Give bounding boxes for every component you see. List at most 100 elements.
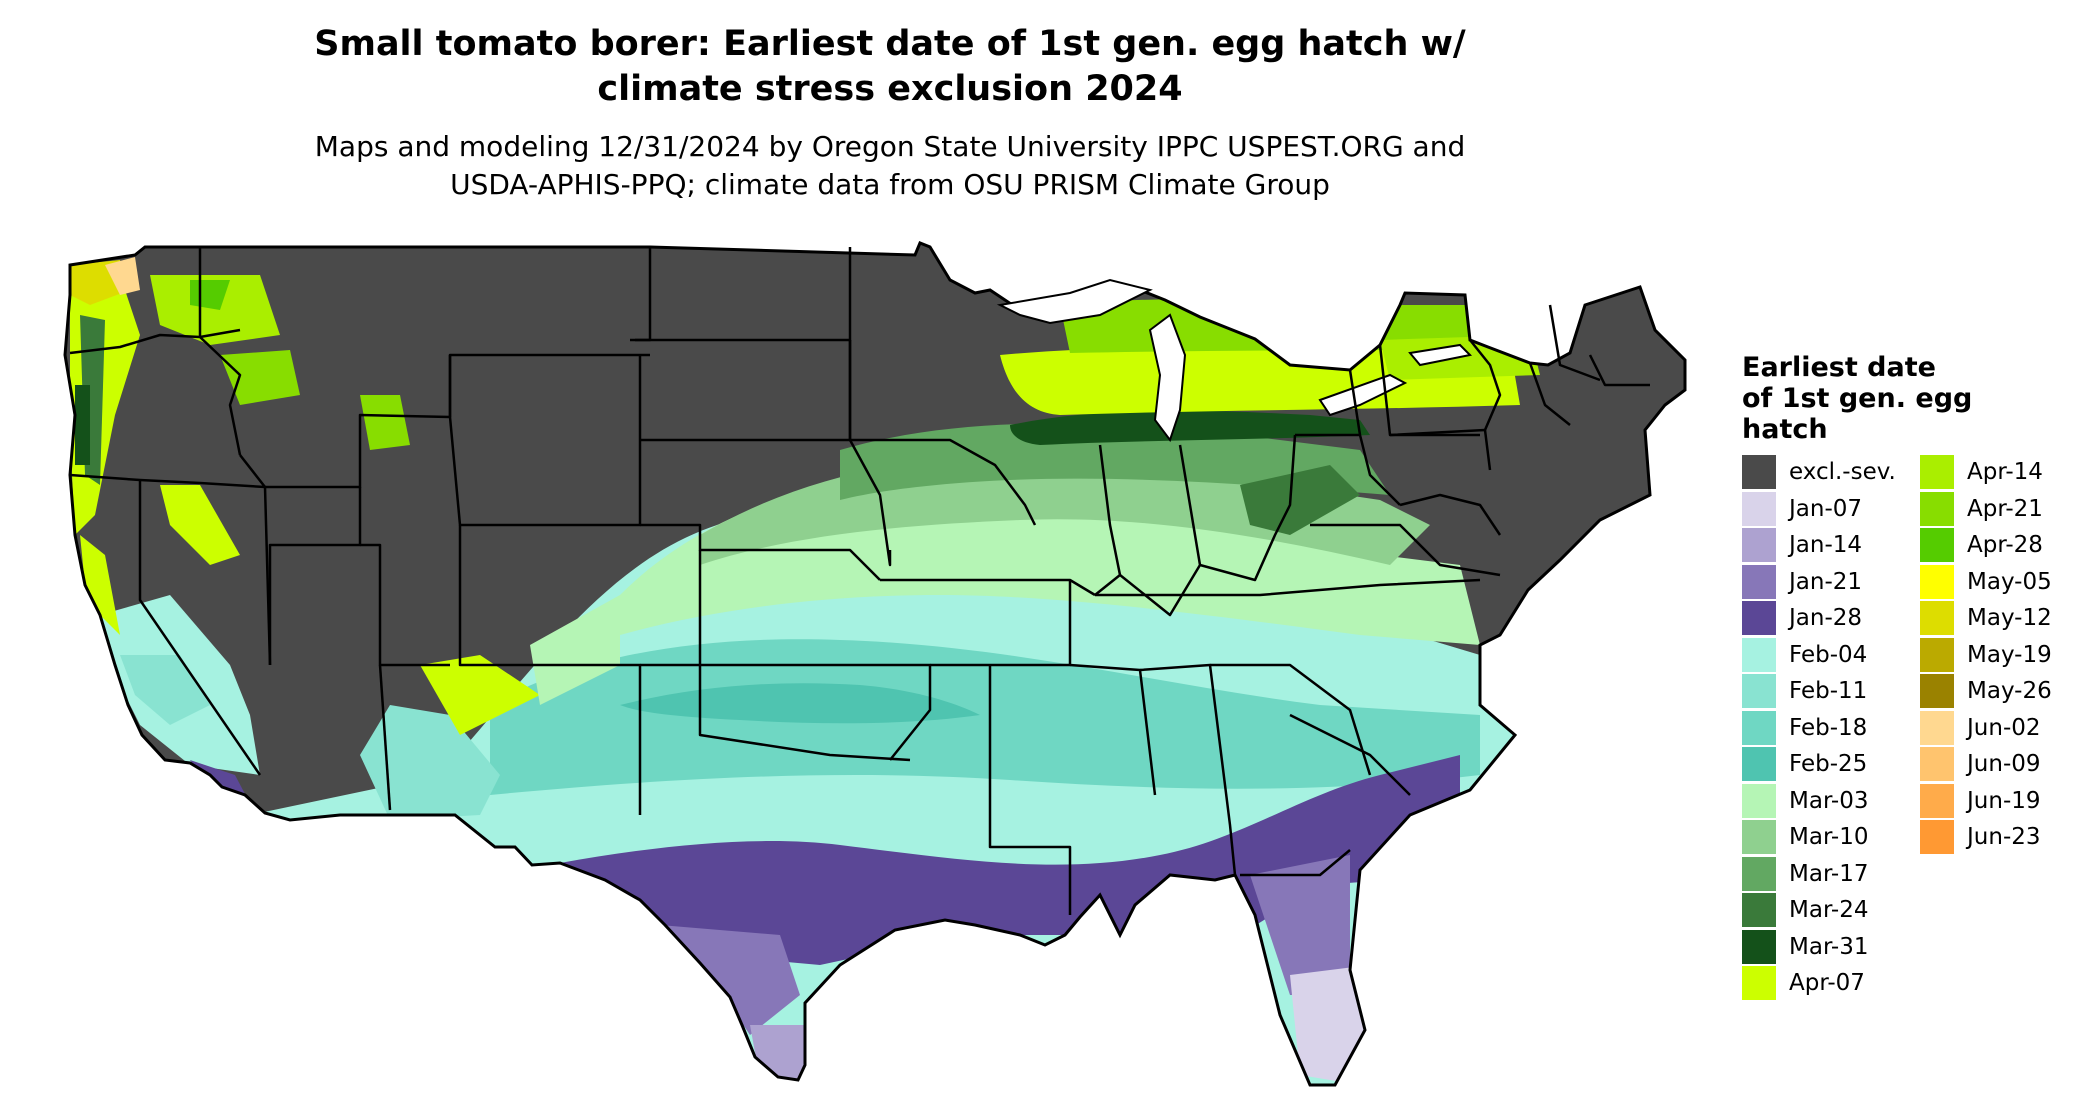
legend-swatch: [1742, 491, 1776, 526]
region-nv-apr-07: [160, 485, 240, 565]
legend-item: Jun-23: [1920, 819, 2052, 856]
legend-item: Feb-04: [1742, 637, 1896, 674]
legend-item: May-05: [1920, 564, 2052, 601]
region-feb-25: [620, 683, 980, 724]
legend-swatch: [1920, 747, 1954, 782]
map-title: Small tomato borer: Earliest date of 1st…: [0, 22, 1780, 112]
lake-michigan: [1148, 313, 1187, 443]
legend-label: Apr-07: [1789, 970, 1865, 997]
legend-swatch: [1742, 637, 1776, 672]
state-borders: [69, 247, 1650, 915]
legend-item: excl.-sev.: [1742, 454, 1896, 491]
region-nm-mar-03: [530, 595, 620, 705]
legend-swatch: [1742, 747, 1776, 782]
legend-swatch: [1742, 710, 1776, 745]
legend-item: May-19: [1920, 637, 2052, 674]
legend-swatch: [1742, 783, 1776, 818]
subtitle-line-1: Maps and modeling 12/31/2024 by Oregon S…: [314, 130, 1466, 163]
legend-item: Feb-11: [1742, 673, 1896, 710]
lake-superior: [996, 278, 1153, 325]
legend-label: Mar-17: [1789, 860, 1869, 887]
region-az-feb-11: [360, 705, 500, 820]
legend-item: Apr-07: [1742, 965, 1896, 1002]
legend-item: Jun-19: [1920, 783, 2052, 820]
region-ut-apr-14: [360, 395, 410, 450]
legend-label: Apr-14: [1967, 459, 2043, 486]
legend-swatch: [1920, 601, 1954, 636]
legend-label: Jan-21: [1789, 568, 1863, 595]
legend-item: Mar-10: [1742, 819, 1896, 856]
legend-item: Mar-24: [1742, 892, 1896, 929]
legend-swatch: [1742, 820, 1776, 855]
title-line-2: climate stress exclusion 2024: [597, 69, 1183, 109]
legend-item: May-12: [1920, 600, 2052, 637]
legend-swatch: [1742, 674, 1776, 709]
region-nm-apr-07: [420, 655, 540, 735]
legend-swatch: [1742, 528, 1776, 563]
legend-item: Feb-18: [1742, 710, 1896, 747]
region-feb-18: [490, 639, 1480, 795]
legend-label: Mar-24: [1789, 897, 1869, 924]
legend-label: Feb-11: [1789, 678, 1868, 705]
legend-label: Jun-23: [1967, 824, 2041, 851]
legend-item: Mar-17: [1742, 856, 1896, 893]
legend-label: Apr-21: [1967, 495, 2043, 522]
legend-label: Jun-02: [1967, 714, 2041, 741]
legend-label: Mar-03: [1789, 787, 1869, 814]
legend-swatch: [1742, 455, 1776, 490]
legend-swatch: [1742, 929, 1776, 964]
region-ca-feb-11: [120, 655, 210, 725]
legend-label: May-12: [1967, 605, 2052, 632]
legend-item: Apr-14: [1920, 454, 2052, 491]
legend-swatch: [1920, 710, 1954, 745]
region-mar-24: [1240, 465, 1360, 535]
legend-swatch: [1920, 783, 1954, 818]
subtitle-line-2: USDA-APHIS-PPQ; climate data from OSU PR…: [450, 168, 1330, 201]
region-wa-jun-02: [105, 257, 140, 295]
legend-item: Apr-28: [1920, 527, 2052, 564]
legend-label: Mar-31: [1789, 933, 1869, 960]
legend-label: May-19: [1967, 641, 2052, 668]
data-raster: [65, 243, 1685, 1085]
legend-column-1: excl.-sev. Jan-07 Jan-14 Jan-21 Jan-28 Feb-04…: [1742, 454, 1896, 1002]
legend-item: Jan-07: [1742, 491, 1896, 528]
legend-column-2: Apr-14 Apr-21 Apr-28 May-05 May-12 May-19 May-…: [1920, 454, 2052, 856]
legend-label: Jan-14: [1789, 532, 1863, 559]
legend-item: Mar-31: [1742, 929, 1896, 966]
legend-label: Jun-09: [1967, 751, 2041, 778]
region-jan-21: [1250, 855, 1350, 995]
legend-label: Jan-07: [1789, 495, 1863, 522]
legend-label: Feb-04: [1789, 641, 1868, 668]
legend-item: Jan-21: [1742, 564, 1896, 601]
legend-swatch: [1920, 674, 1954, 709]
legend-label: Mar-10: [1789, 824, 1869, 851]
legend-swatch: [1742, 893, 1776, 928]
legend-swatch: [1742, 856, 1776, 891]
legend-swatch: [1742, 601, 1776, 636]
us-map: [63, 241, 1687, 1087]
legend-title-line-1: Earliest date: [1742, 352, 1936, 383]
legend-label: Feb-18: [1789, 714, 1868, 741]
region-idaho-apr-14: [150, 275, 280, 345]
legend-label: excl.-sev.: [1789, 459, 1896, 486]
legend-swatch: [1742, 564, 1776, 599]
legend-item: Mar-03: [1742, 783, 1896, 820]
region-id-apr-21: [220, 350, 300, 405]
region-mar-17: [840, 423, 1390, 500]
legend-swatch: [1920, 637, 1954, 672]
legend-label: Feb-25: [1789, 751, 1868, 778]
legend-item: Jun-02: [1920, 710, 2052, 747]
title-line-1: Small tomato borer: Earliest date of 1st…: [314, 24, 1466, 64]
legend-item: Jun-09: [1920, 746, 2052, 783]
legend-label: Jan-28: [1789, 605, 1863, 632]
legend-label: Apr-28: [1967, 532, 2043, 559]
region-ca-mar-31: [75, 385, 90, 465]
region-jan-21-tx: [660, 925, 800, 1035]
legend-item: Jan-28: [1742, 600, 1896, 637]
legend-title: Earliest date of 1st gen. egg hatch: [1742, 352, 2042, 445]
legend-item: Jan-14: [1742, 527, 1896, 564]
legend-item: May-26: [1920, 673, 2052, 710]
map-subtitle: Maps and modeling 12/31/2024 by Oregon S…: [0, 128, 1780, 204]
legend-title-line-2: of 1st gen. egg: [1742, 383, 1973, 414]
legend-swatch: [1920, 491, 1954, 526]
